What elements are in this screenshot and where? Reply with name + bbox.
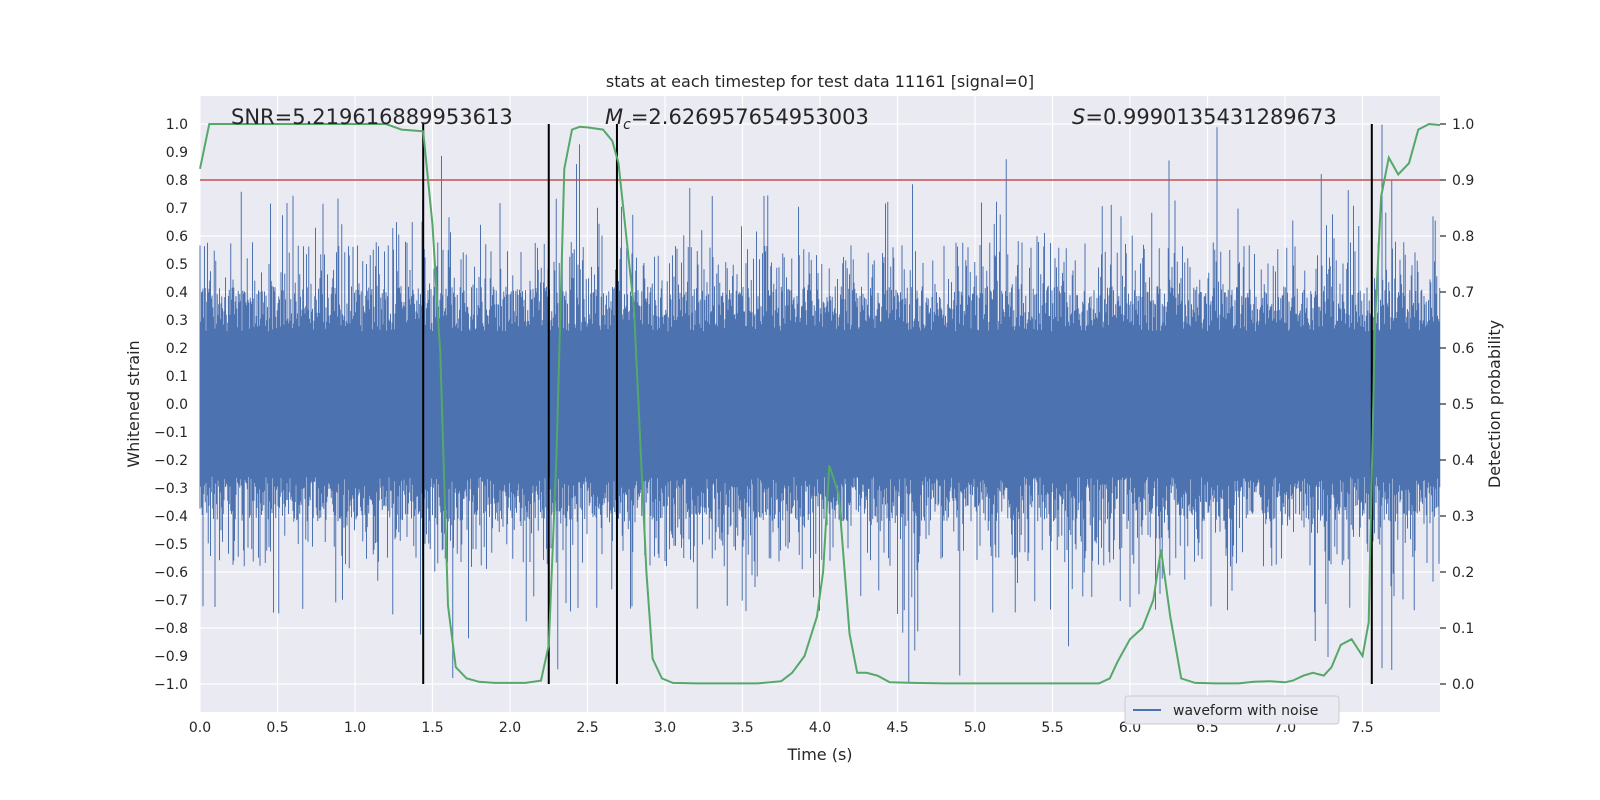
y-left-tick-label-5: −0.5 <box>154 537 188 553</box>
y-left-tick-label-19: 0.9 <box>166 145 188 161</box>
y-left-tick-label-6: −0.4 <box>154 509 188 525</box>
chart-title: stats at each timestep for test data 111… <box>606 72 1034 91</box>
y-left-tick-label-7: −0.3 <box>154 481 188 497</box>
chirp-mass-symbol: M <box>605 105 623 129</box>
x-tick-label-4: 2.0 <box>499 720 521 736</box>
y-left-tick-label-15: 0.5 <box>166 257 188 273</box>
y-right-tick-label-9: 0.9 <box>1452 173 1474 189</box>
y-left-axis-label: Whitened strain <box>124 340 143 467</box>
y-right-tick-label-2: 0.2 <box>1452 565 1474 581</box>
x-tick-label-8: 4.0 <box>809 720 831 736</box>
x-tick-label-9: 4.5 <box>886 720 908 736</box>
y-left-tick-label-17: 0.7 <box>166 201 188 217</box>
x-axis-label: Time (s) <box>786 745 852 764</box>
x-tick-label-10: 5.0 <box>964 720 986 736</box>
y-right-axis-ticks: 0.0 0.1 0.2 0.3 0.4 0.5 0.6 0.7 0.8 0.9 1.0 <box>1440 117 1474 693</box>
y-right-tick-label-5: 0.5 <box>1452 397 1474 413</box>
s-statistic-annotation: S=0.9990135431289673 <box>1072 105 1337 129</box>
s-value: =0.9990135431289673 <box>1085 105 1336 129</box>
y-left-tick-label-1: −0.9 <box>154 649 188 665</box>
y-left-tick-label-2: −0.8 <box>154 621 188 637</box>
y-left-tick-label-14: 0.4 <box>166 285 188 301</box>
y-right-tick-label-4: 0.4 <box>1452 453 1474 469</box>
y-right-axis-label: Detection probability <box>1485 320 1504 488</box>
s-symbol: S <box>1072 105 1085 129</box>
y-right-tick-label-6: 0.6 <box>1452 341 1474 357</box>
waveform-path <box>199 124 1441 683</box>
x-tick-label-2: 1.0 <box>344 720 366 736</box>
y-left-tick-label-11: 0.1 <box>166 369 188 385</box>
y-left-axis-ticks: −1.0 −0.9 −0.8 −0.7 −0.6 −0.5 −0.4 −0.3 −0.2 −0.1… <box>154 117 188 693</box>
x-tick-label-3: 1.5 <box>421 720 443 736</box>
legend-box <box>1124 695 1340 725</box>
chirp-mass-subscript: c <box>623 117 631 133</box>
legend-label: waveform with noise <box>1173 703 1318 719</box>
chirp-mass-value: =2.626957654953003 <box>631 105 869 129</box>
x-tick-label-6: 3.0 <box>654 720 676 736</box>
y-right-tick-label-8: 0.8 <box>1452 229 1474 245</box>
x-tick-label-0: 0.0 <box>189 720 211 736</box>
legend: waveform with noise <box>1124 695 1340 725</box>
y-right-tick-label-7: 0.7 <box>1452 285 1474 301</box>
y-left-tick-label-18: 0.8 <box>166 173 188 189</box>
y-left-tick-label-3: −0.7 <box>154 593 188 609</box>
y-left-tick-label-13: 0.3 <box>166 313 188 329</box>
y-left-tick-label-20: 1.0 <box>166 117 188 133</box>
y-left-tick-label-9: −0.1 <box>154 425 188 441</box>
snr-annotation: SNR=5.219616889953613 <box>231 105 513 129</box>
y-right-tick-label-3: 0.3 <box>1452 509 1474 525</box>
y-left-tick-label-4: −0.6 <box>154 565 188 581</box>
y-left-tick-label-12: 0.2 <box>166 341 188 357</box>
x-tick-label-11: 5.5 <box>1041 720 1063 736</box>
y-left-tick-label-8: −0.2 <box>154 453 188 469</box>
x-tick-label-15: 7.5 <box>1351 720 1373 736</box>
y-left-tick-label-0: −1.0 <box>154 677 188 693</box>
y-left-tick-label-10: 0.0 <box>166 397 188 413</box>
x-tick-label-7: 3.5 <box>731 720 753 736</box>
waveform-series <box>199 124 1441 683</box>
x-tick-label-1: 0.5 <box>266 720 288 736</box>
probability-line <box>199 122 1441 685</box>
chirp-mass-annotation: Mc=2.626957654953003 <box>605 105 869 133</box>
y-left-tick-label-16: 0.6 <box>166 229 188 245</box>
y-right-tick-label-1: 0.1 <box>1452 621 1474 637</box>
probability-series <box>199 122 1441 685</box>
y-right-tick-label-0: 0.0 <box>1452 677 1474 693</box>
y-right-tick-label-10: 1.0 <box>1452 117 1474 133</box>
x-tick-label-5: 2.5 <box>576 720 598 736</box>
vertical-markers <box>422 124 1373 684</box>
